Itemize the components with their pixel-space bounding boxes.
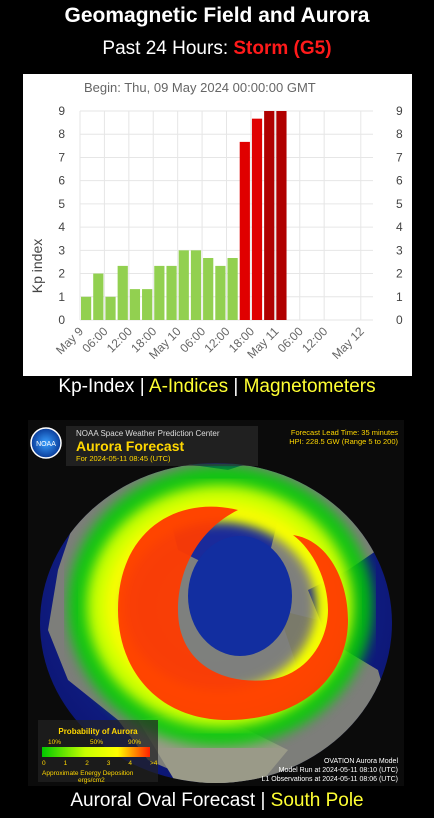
legend-energy: Approximate Energy Deposition — [42, 770, 134, 777]
legend-scale-label: >4 — [150, 760, 158, 767]
y-tick-left: 6 — [58, 174, 65, 188]
auroral-oval-link[interactable]: Auroral Oval Forecast — [70, 790, 256, 811]
x-tick-label: 12:00 — [104, 324, 135, 355]
y-tick-left: 5 — [58, 197, 65, 211]
legend-p50: 50% — [90, 739, 103, 746]
x-tick-label: 12:00 — [299, 324, 330, 355]
kp-bar[interactable] — [154, 265, 165, 320]
y-tick-left: 4 — [58, 220, 65, 234]
aurora-map: NOAA NOAA Space Weather Prediction Cente… — [30, 426, 398, 784]
kp-bar[interactable] — [215, 265, 226, 320]
y-tick-right: 2 — [396, 267, 403, 281]
aurora-model: OVATION Aurora Model — [324, 758, 398, 765]
aurora-model-run: Model Run at 2024-05-11 08:10 (UTC) — [279, 767, 398, 774]
x-tick-label: 06:00 — [177, 324, 208, 355]
kp-bar[interactable] — [93, 273, 104, 320]
kp-chart[interactable]: Begin: Thu, 09 May 2024 00:00:00 GMT Kp … — [23, 74, 412, 376]
magnetometers-link[interactable]: Magnetometers — [243, 376, 376, 397]
a-indices-link[interactable]: A-Indices — [148, 376, 229, 397]
separator: | — [233, 376, 239, 397]
legend-scale-label: 1 — [64, 760, 68, 767]
south-pole-link[interactable]: South Pole — [270, 790, 364, 811]
aurora-oval — [67, 465, 373, 747]
separator: | — [139, 376, 145, 397]
kp-bar[interactable] — [81, 296, 92, 320]
y-tick-right: 8 — [396, 127, 403, 141]
aurora-links: Auroral Oval Forecast | South Pole — [0, 790, 434, 812]
x-tick-label: 06:00 — [79, 324, 110, 355]
legend-color-bar — [42, 747, 150, 757]
x-tick-label: May 12 — [329, 324, 367, 362]
legend-scale-label: 2 — [85, 760, 89, 767]
y-tick-left: 3 — [58, 243, 65, 257]
y-tick-left: 0 — [58, 313, 65, 327]
aurora-forecast-image[interactable]: NOAA NOAA Space Weather Prediction Cente… — [28, 420, 404, 786]
kp-bar[interactable] — [276, 111, 287, 320]
storm-status: Storm (G5) — [233, 38, 332, 59]
aurora-lead-time: Forecast Lead Time: 35 minutes — [291, 428, 398, 437]
kp-bar[interactable] — [129, 289, 141, 320]
kp-bar[interactable] — [105, 296, 116, 320]
aurora-for-time: For 2024-05-11 08:45 (UTC) — [76, 454, 171, 463]
y-tick-right: 6 — [396, 174, 403, 188]
y-tick-right: 5 — [396, 197, 403, 211]
legend-p90: 90% — [128, 739, 141, 746]
kp-bar[interactable] — [190, 250, 202, 320]
legend-scale-label: 4 — [128, 760, 132, 767]
y-tick-right: 3 — [396, 243, 403, 257]
legend-title: Probability of Aurora — [58, 727, 138, 736]
kp-bar[interactable] — [264, 111, 275, 320]
y-tick-left: 8 — [58, 127, 65, 141]
y-tick-left: 1 — [58, 290, 65, 304]
kp-bar[interactable] — [178, 250, 189, 320]
kp-index-link[interactable]: Kp-Index — [58, 376, 135, 397]
aurora-title: Aurora Forecast — [76, 438, 184, 454]
chart-title: Begin: Thu, 09 May 2024 00:00:00 GMT — [84, 80, 316, 95]
kp-bar[interactable] — [203, 257, 214, 320]
y-tick-right: 1 — [396, 290, 403, 304]
page-title: Geomagnetic Field and Aurora — [64, 4, 370, 27]
legend-scale: 0 1 2 3 4 >4 — [42, 760, 158, 767]
x-tick-label: May 9 — [53, 324, 86, 357]
chart-y-label: Kp index — [29, 239, 45, 293]
legend-scale-label: 0 — [42, 760, 46, 767]
aurora-org: NOAA Space Weather Prediction Center — [76, 429, 220, 438]
y-tick-right: 9 — [396, 104, 403, 118]
kp-bar[interactable] — [142, 289, 153, 320]
y-tick-left: 9 — [58, 104, 65, 118]
x-tick-label: 12:00 — [201, 324, 232, 355]
legend-scale-label: 3 — [107, 760, 111, 767]
aurora-hpi: HPI: 228.5 GW (Range 5 to 200) — [289, 437, 398, 446]
kp-bar[interactable] — [117, 265, 128, 320]
page-subtitle: Past 24 Hours: Storm (G5) — [0, 38, 434, 60]
legend-p10: 10% — [48, 739, 61, 746]
kp-links: Kp-Index | A-Indices | Magnetometers — [0, 376, 434, 398]
kp-chart-svg: Begin: Thu, 09 May 2024 00:00:00 GMT Kp … — [29, 80, 403, 362]
y-tick-right: 4 — [396, 220, 403, 234]
aurora-observations: L1 Observations at 2024-05-11 08:06 (UTC… — [262, 776, 398, 783]
kp-bar[interactable] — [239, 141, 250, 320]
subtitle-prefix: Past 24 Hours: — [102, 38, 229, 59]
x-tick-label: 06:00 — [275, 324, 306, 355]
y-tick-left: 7 — [58, 150, 65, 164]
y-tick-right: 7 — [396, 150, 403, 164]
noaa-logo-icon — [30, 427, 62, 459]
kp-bar[interactable] — [166, 265, 177, 320]
separator: | — [260, 790, 266, 811]
noaa-logo-text: NOAA — [36, 441, 56, 448]
y-tick-right: 0 — [396, 313, 403, 327]
y-tick-left: 2 — [58, 267, 65, 281]
legend-units: ergs/cm2 — [78, 777, 105, 784]
kp-bar[interactable] — [251, 118, 263, 320]
kp-bar[interactable] — [227, 257, 238, 320]
